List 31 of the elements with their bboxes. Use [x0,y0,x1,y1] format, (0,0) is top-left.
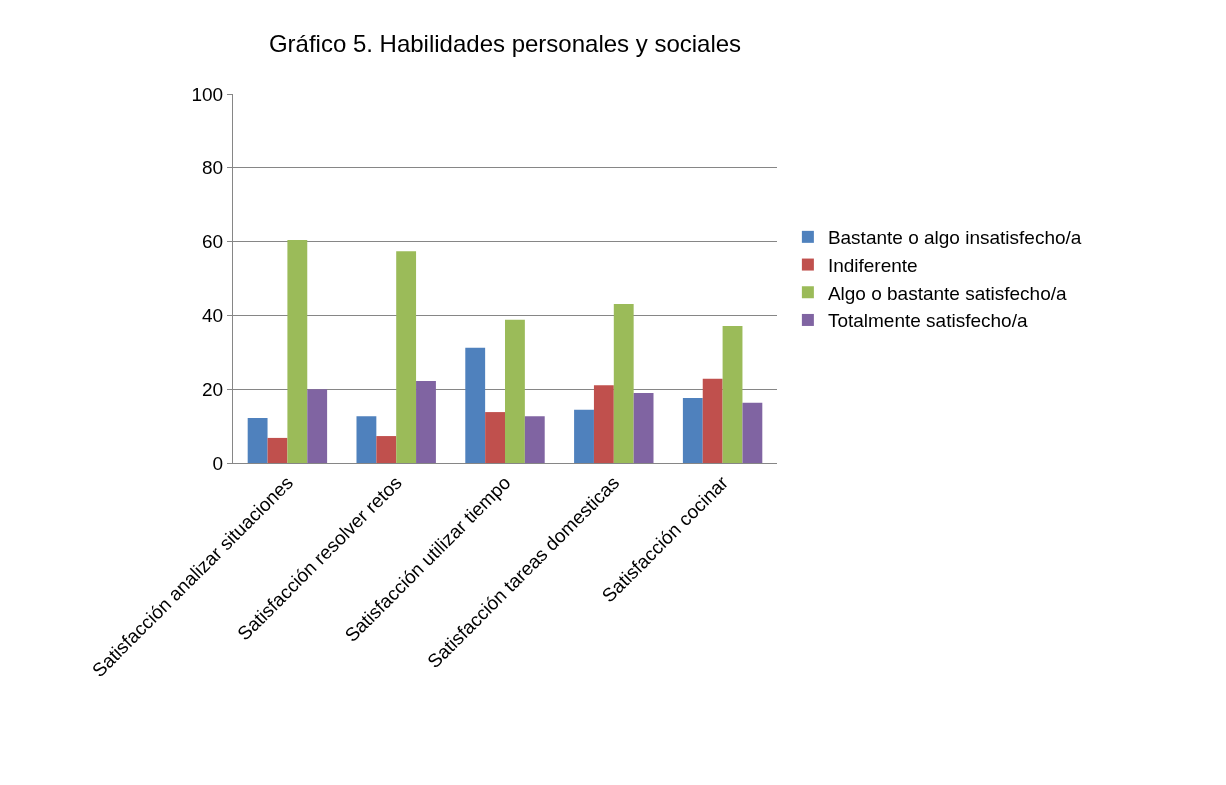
y-tick-label: 0 [212,452,224,474]
y-tick-label: 20 [202,378,224,400]
bar [247,417,268,463]
bar [465,347,486,463]
legend-label: Bastante o algo insatisfecho/a [827,227,1082,249]
bar [722,326,743,463]
legend-label: Totalmente satisfecho/a [827,310,1028,332]
legend-label: Algo o bastante satisfecho/a [827,282,1068,304]
bar [574,409,594,463]
y-tick-label: 80 [202,157,224,179]
bar [396,251,417,463]
y-tick-label: 60 [202,231,224,253]
chart-title: Gráfico 5. Habilidades personales y sociales [268,30,742,58]
y-tick-label: 40 [202,305,224,327]
bar [416,381,436,463]
bar [524,416,545,463]
bar [267,437,288,463]
y-tick-label: 100 [191,83,224,105]
bar [505,319,525,463]
bar [633,392,654,463]
bar [485,412,505,463]
bar [376,436,397,463]
bar [287,240,308,463]
legend-label: Indiferente [827,254,918,276]
bar [593,385,614,463]
bar [307,389,328,463]
bar [682,398,703,463]
bar [613,303,634,463]
bar [742,402,763,463]
bar [356,416,377,463]
bar [702,378,723,463]
